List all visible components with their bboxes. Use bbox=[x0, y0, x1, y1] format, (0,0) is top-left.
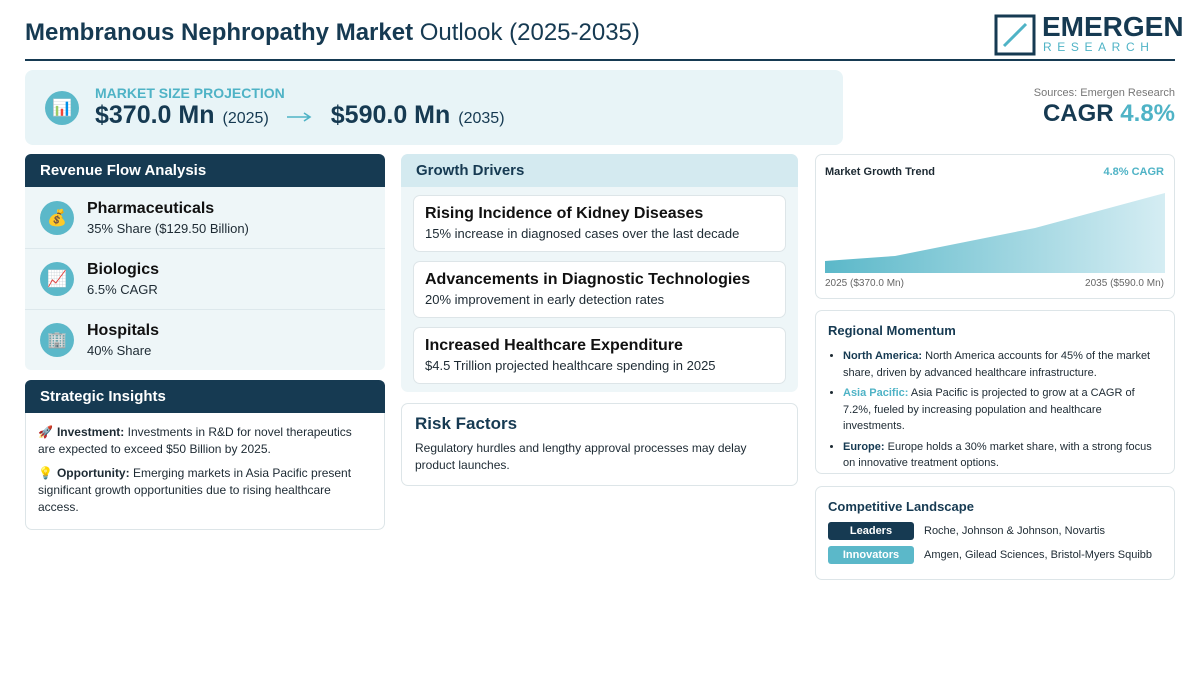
insight-icon: 🚀 bbox=[38, 425, 53, 439]
risk-text: Regulatory hurdles and lengthy approval … bbox=[415, 441, 747, 472]
regional-title: Regional Momentum bbox=[828, 323, 956, 338]
insight-icon: 💡 bbox=[38, 466, 53, 480]
projection-icon: 📊 bbox=[45, 91, 79, 125]
regional-momentum: Regional Momentum North America: North A… bbox=[815, 310, 1175, 474]
insight-label: Opportunity: bbox=[56, 466, 130, 480]
header-rule bbox=[25, 59, 1175, 61]
regional-list: North America: North America accounts fo… bbox=[828, 348, 1162, 472]
revenue-name: Hospitals bbox=[87, 322, 160, 339]
revenue-title: Revenue Flow Analysis bbox=[25, 154, 385, 187]
revenue-detail: 40% Share bbox=[87, 343, 152, 358]
title-bold: Membranous Nephropathy Market bbox=[25, 19, 414, 46]
title-rest: Outlook (2025-2035) bbox=[419, 19, 640, 46]
driver-title: Rising Incidence of Kidney Diseases bbox=[425, 205, 704, 222]
start-value: $370.0 Mn bbox=[95, 101, 215, 129]
end-value: $590.0 Mn bbox=[330, 101, 451, 129]
trend-start: 2025 ($370.0 Mn) bbox=[825, 278, 904, 289]
projection-values: $370.0 Mn (2025) $590.0 Mn (2035) bbox=[95, 101, 505, 130]
cagr-value: 4.8% bbox=[1120, 100, 1175, 127]
revenue-text: Biologics 6.5% CAGR bbox=[87, 261, 159, 297]
revenue-name: Biologics bbox=[87, 261, 160, 278]
driver-text: $4.5 Trillion projected healthcare spend… bbox=[425, 358, 716, 373]
revenue-name: Pharmaceuticals bbox=[87, 199, 215, 217]
competitive-tag: Leaders bbox=[828, 522, 914, 540]
driver-card: Increased Healthcare Expenditure $4.5 Tri… bbox=[413, 327, 786, 384]
competitive-tag: Innovators bbox=[828, 546, 914, 564]
driver-text: 20% improvement in early detection rates bbox=[425, 292, 665, 307]
competitive-companies: Roche, Johnson & Johnson, Novartis bbox=[924, 525, 1105, 537]
projection-box: 📊 MARKET SIZE PROJECTION $370.0 Mn (2025… bbox=[25, 70, 843, 145]
competitive-companies: Amgen, Gilead Sciences, Bristol-Myers Sq… bbox=[924, 549, 1153, 561]
insight-text: Emerging markets in Asia Pacific present… bbox=[38, 466, 352, 514]
revenue-icon: 📈 bbox=[40, 262, 74, 296]
cagr: CAGR 4.8% bbox=[1043, 100, 1175, 128]
projection-label: MARKET SIZE PROJECTION bbox=[95, 85, 285, 101]
trend-title: Market Growth Trend bbox=[825, 166, 936, 178]
regional-name: Europe: bbox=[843, 440, 885, 453]
trend-cagr: 4.8% CAGR bbox=[1103, 166, 1164, 178]
driver-card: Advancements in Diagnostic Technologies 2… bbox=[413, 261, 786, 318]
revenue-item: 🏢 Hospitals 40% Share bbox=[25, 309, 385, 370]
regional-text: Asia Pacific is projected to grow at a C… bbox=[843, 387, 1135, 432]
start-year: (2025) bbox=[222, 110, 269, 127]
insight-item: 💡 Opportunity: Emerging markets in Asia P… bbox=[38, 465, 372, 516]
regional-item: Europe: Europe holds a 30% market share,… bbox=[843, 439, 1162, 472]
cagr-label: CAGR bbox=[1042, 100, 1114, 127]
revenue-item: 💰 Pharmaceuticals 35% Share ($129.50 Billi… bbox=[25, 187, 385, 248]
revenue-icon: 🏢 bbox=[40, 323, 74, 357]
insight-item: 🚀 Investment: Investments in R&D for nove… bbox=[38, 424, 372, 458]
revenue-detail: 35% Share ($129.50 Billion) bbox=[87, 220, 249, 236]
arrow bbox=[286, 112, 312, 122]
end-year: (2035) bbox=[458, 110, 505, 127]
driver-text: 15% increase in diagnosed cases over the… bbox=[425, 226, 740, 241]
regional-name: North America: bbox=[843, 350, 923, 362]
revenue-flow: Revenue Flow Analysis 💰 Pharmaceuticals 35… bbox=[25, 154, 385, 370]
source: Sources: Emergen Research bbox=[1033, 87, 1175, 99]
revenue-text: Pharmaceuticals 35% Share ($129.50 Billio… bbox=[87, 200, 249, 236]
insights-title: Strategic Insights bbox=[25, 380, 385, 413]
revenue-item: 📈 Biologics 6.5% CAGR bbox=[25, 248, 385, 309]
revenue-icon: 💰 bbox=[40, 200, 74, 235]
regional-item: North America: North America accounts fo… bbox=[843, 348, 1162, 381]
insight-text: Investments in R&D for novel therapeutic… bbox=[38, 425, 352, 456]
insight-label: Investment: bbox=[56, 425, 125, 439]
logo-icon bbox=[994, 14, 1036, 56]
driver-title: Advancements in Diagnostic Technologies bbox=[425, 271, 751, 288]
risk-title: Risk Factors bbox=[415, 414, 518, 433]
risk-factors: Risk Factors Regulatory hurdles and leng… bbox=[401, 403, 798, 486]
competitive-title: Competitive Landscape bbox=[828, 499, 974, 514]
regional-text: Europe holds a 30% market share, with a … bbox=[843, 440, 1152, 470]
competitive-row: Innovators Amgen, Gilead Sciences, Bristo… bbox=[828, 546, 1162, 564]
drivers-title: Growth Drivers bbox=[401, 154, 798, 187]
revenue-detail: 6.5% CAGR bbox=[87, 282, 158, 297]
competitive-landscape: Competitive Landscape Leaders Roche, John… bbox=[815, 486, 1175, 580]
trend-end: 2035 ($590.0 Mn) bbox=[1085, 278, 1164, 289]
logo-sub: RESEARCH bbox=[1043, 40, 1155, 54]
revenue-text: Hospitals 40% Share bbox=[87, 322, 159, 358]
driver-card: Rising Incidence of Kidney Diseases 15% i… bbox=[413, 195, 786, 252]
regional-item: Asia Pacific: Asia Pacific is projected … bbox=[843, 385, 1162, 435]
strategic-insights: Strategic Insights 🚀 Investment: Investme… bbox=[25, 380, 385, 530]
trend-area bbox=[825, 193, 1165, 273]
growth-drivers: Growth Drivers Rising Incidence of Kidne… bbox=[401, 154, 798, 392]
growth-trend: Market Growth Trend 4.8% CAGR 2025 ($370… bbox=[815, 154, 1175, 299]
regional-text: North America accounts for 45% of the ma… bbox=[843, 350, 1151, 379]
logo-main: EMERGEN bbox=[1042, 11, 1184, 42]
regional-name: Asia Pacific: bbox=[843, 387, 909, 399]
competitive-row: Leaders Roche, Johnson & Johnson, Novarti… bbox=[828, 522, 1162, 540]
page-title: Membranous Nephropathy Market Outlook (2… bbox=[25, 19, 640, 47]
driver-title: Increased Healthcare Expenditure bbox=[425, 337, 683, 354]
